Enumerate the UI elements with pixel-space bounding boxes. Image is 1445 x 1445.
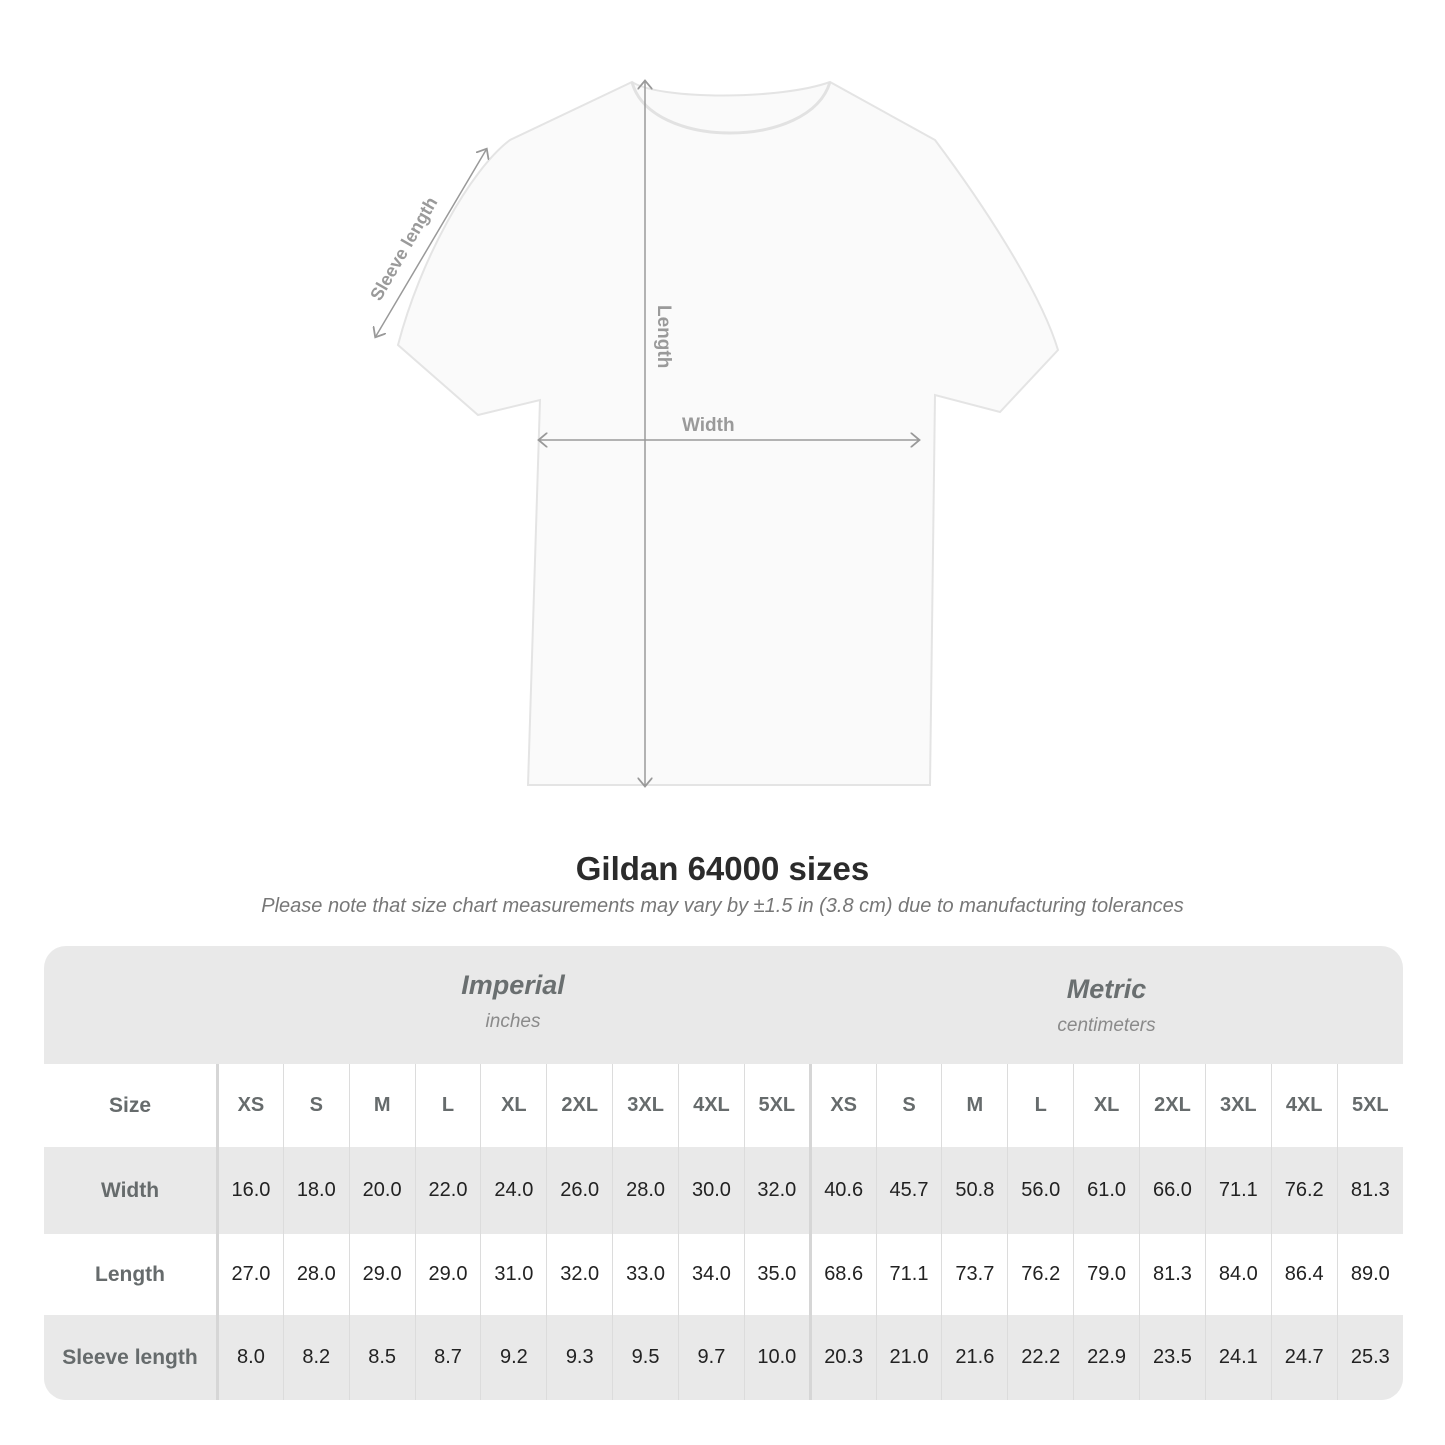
- table-cell: 4XL: [678, 1064, 745, 1147]
- table-cell: 56.0: [1007, 1147, 1074, 1234]
- table-cell: 76.2: [1007, 1234, 1074, 1315]
- metric-title: Metric: [1066, 974, 1147, 1004]
- table-cell: 8.7: [414, 1315, 481, 1400]
- table-cell: 8.0: [217, 1315, 284, 1400]
- row-label: Width: [44, 1147, 219, 1234]
- table-cell: 3XL: [612, 1064, 679, 1147]
- table-cell: 24.1: [1204, 1315, 1272, 1400]
- tshirt-diagram: Sleeve length Length Width: [366, 0, 1060, 820]
- table-cell: 35.0: [743, 1234, 811, 1315]
- table-cell: M: [348, 1064, 416, 1147]
- table-cell: 86.4: [1270, 1234, 1338, 1315]
- table-cell: 34.0: [678, 1234, 745, 1315]
- table-cell: M: [941, 1064, 1008, 1147]
- table-cell: 66.0: [1139, 1147, 1206, 1234]
- table-cell: 3XL: [1204, 1064, 1272, 1147]
- table-cell: 71.1: [1204, 1147, 1272, 1234]
- table-cell: XS: [808, 1064, 877, 1147]
- table-cell: 40.6: [808, 1147, 877, 1234]
- page-title: Gildan 64000 sizes: [575, 850, 870, 887]
- table-cell: L: [1007, 1064, 1074, 1147]
- table-cell: 29.0: [414, 1234, 481, 1315]
- table-cell: 50.8: [941, 1147, 1008, 1234]
- imperial-header: Imperial inches: [216, 970, 810, 1088]
- table-cell: 5XL: [1336, 1064, 1403, 1147]
- table-cell: 8.2: [282, 1315, 350, 1400]
- table-row: Length 27.0 28.0 29.0 29.0 31.0 32.0 33.0 34.0 35…: [44, 1234, 1403, 1315]
- table-cell: 20.3: [808, 1315, 877, 1400]
- table-cell: 89.0: [1336, 1234, 1403, 1315]
- table-cell: 22.9: [1073, 1315, 1140, 1400]
- table-cell: XL: [480, 1064, 547, 1147]
- imperial-title: Imperial: [461, 970, 565, 1000]
- table-cell: 25.3: [1336, 1315, 1403, 1400]
- table-cell: 22.2: [1007, 1315, 1074, 1400]
- table-cell: 31.0: [480, 1234, 547, 1315]
- table-cell: 28.0: [612, 1147, 679, 1234]
- table-cell: 24.0: [480, 1147, 547, 1234]
- row-label: Size: [44, 1064, 219, 1147]
- table-cell: 81.3: [1336, 1147, 1403, 1234]
- length-label: Length: [653, 305, 674, 368]
- table-cell: 10.0: [743, 1315, 811, 1400]
- table-cell: 30.0: [678, 1147, 745, 1234]
- table-cell: 73.7: [941, 1234, 1008, 1315]
- table-cell: 45.7: [875, 1147, 942, 1234]
- table-cell: 71.1: [875, 1234, 942, 1315]
- table-row: Width 16.0 18.0 20.0 22.0 24.0 26.0 28.0 30.0 32.…: [44, 1147, 1403, 1234]
- row-label: Length: [44, 1234, 219, 1315]
- table-cell: 28.0: [282, 1234, 350, 1315]
- table-cell: 84.0: [1204, 1234, 1272, 1315]
- table-cell: 8.5: [348, 1315, 416, 1400]
- row-label: Sleeve length: [44, 1315, 219, 1400]
- table-cell: 4XL: [1270, 1064, 1338, 1147]
- size-grid: Size XS S M L XL 2XL 3XL 4XL 5XL XS S M L XL 2XL 3XL 4XL 5…: [44, 1064, 1403, 1400]
- table-cell: 16.0: [217, 1147, 284, 1234]
- table-cell: 27.0: [217, 1234, 284, 1315]
- table-cell: 61.0: [1073, 1147, 1140, 1234]
- table-cell: 2XL: [546, 1064, 613, 1147]
- table-cell: 5XL: [743, 1064, 811, 1147]
- table-row: Size XS S M L XL 2XL 3XL 4XL 5XL XS S M L XL 2XL 3XL 4XL 5…: [44, 1064, 1403, 1147]
- metric-unit: centimeters: [1057, 1015, 1156, 1036]
- table-cell: 81.3: [1139, 1234, 1206, 1315]
- table-cell: 24.7: [1270, 1315, 1338, 1400]
- table-cell: 9.5: [612, 1315, 679, 1400]
- table-cell: 79.0: [1073, 1234, 1140, 1315]
- table-cell: 32.0: [546, 1234, 613, 1315]
- width-label: Width: [682, 415, 735, 436]
- table-cell: 76.2: [1270, 1147, 1338, 1234]
- table-cell: 26.0: [546, 1147, 613, 1234]
- table-cell: 20.0: [348, 1147, 416, 1234]
- table-row: Sleeve length 8.0 8.2 8.5 8.7 9.2 9.3 9.5 9.7 10.…: [44, 1315, 1403, 1400]
- table-cell: 9.2: [480, 1315, 547, 1400]
- table-cell: 18.0: [282, 1147, 350, 1234]
- table-cell: 21.6: [941, 1315, 1008, 1400]
- table-cell: XL: [1073, 1064, 1140, 1147]
- table-cell: S: [282, 1064, 350, 1147]
- size-table: Imperial inches Metric centimeters Size X…: [44, 946, 1403, 1400]
- sleeve-arrow: [376, 150, 486, 336]
- table-cell: 9.3: [546, 1315, 613, 1400]
- table-cell: 68.6: [808, 1234, 877, 1315]
- table-cell: 2XL: [1139, 1064, 1206, 1147]
- metric-header: Metric centimeters: [810, 974, 1403, 1092]
- table-cell: 32.0: [743, 1147, 811, 1234]
- table-cell: 29.0: [348, 1234, 416, 1315]
- table-cell: L: [414, 1064, 481, 1147]
- table-cell: S: [875, 1064, 942, 1147]
- table-cell: 21.0: [875, 1315, 942, 1400]
- table-cell: 33.0: [612, 1234, 679, 1315]
- tolerance-note: Please note that size chart measurements…: [261, 895, 1184, 917]
- imperial-unit: inches: [485, 1011, 541, 1032]
- table-cell: 23.5: [1139, 1315, 1206, 1400]
- table-cell: 22.0: [414, 1147, 481, 1234]
- table-cell: 9.7: [678, 1315, 745, 1400]
- table-cell: XS: [217, 1064, 284, 1147]
